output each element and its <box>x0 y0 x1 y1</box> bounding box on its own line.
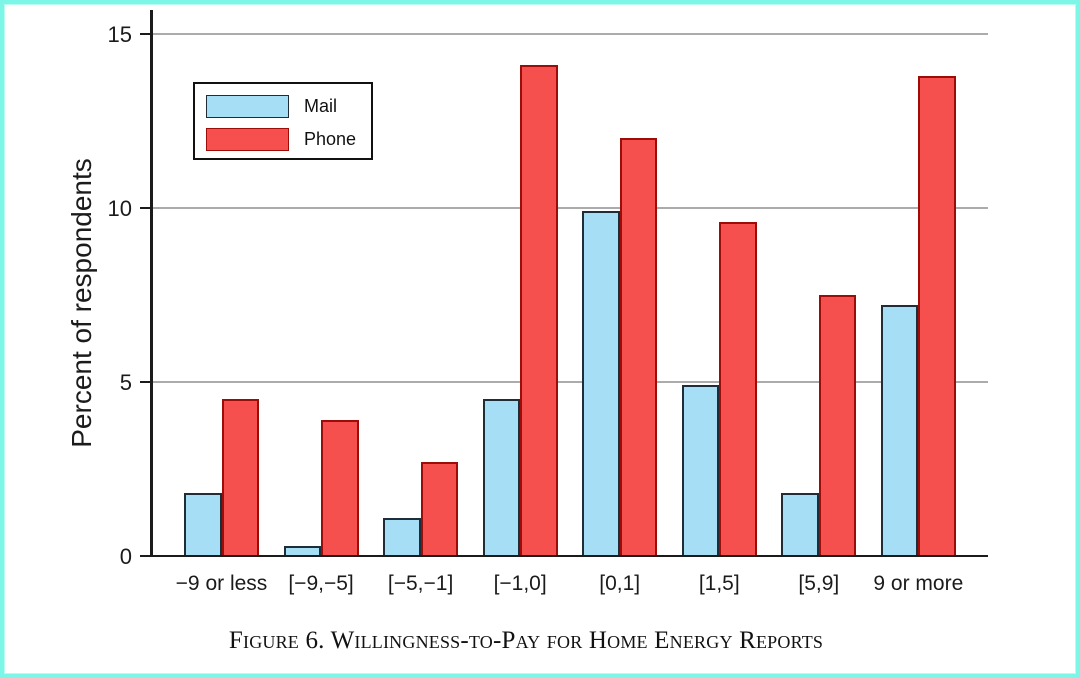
bar-phone-5 <box>719 221 757 556</box>
legend-label-phone: Phone <box>304 129 357 149</box>
legend-item-mail: Mail <box>206 95 364 118</box>
y-axis-title: Percent of respondents <box>66 158 97 448</box>
legend-item-phone: Phone <box>206 128 364 151</box>
legend-swatch-mail <box>206 95 289 118</box>
x-tick-label-1: [−9,−5] <box>288 572 354 595</box>
gridline-15 <box>151 33 988 35</box>
y-tick-15 <box>139 32 151 36</box>
y-tick-5 <box>139 380 151 384</box>
y-tick-label-10: 10 <box>107 196 132 221</box>
x-tick-label-6: [5,9] <box>798 572 840 595</box>
figure-caption: Figure 6. Willingness-to-Pay for Home En… <box>228 627 824 654</box>
y-tick-label-5: 5 <box>119 370 132 395</box>
x-tick-label-0: −9 or less <box>175 572 268 595</box>
bar-mail-3 <box>482 399 521 556</box>
legend: Mail Phone <box>193 82 373 160</box>
x-tick-label-2: [−5,−1] <box>387 572 454 595</box>
y-tick-label-0: 0 <box>119 544 132 569</box>
bar-mail-7 <box>880 305 919 556</box>
bar-mail-1 <box>283 545 322 556</box>
y-tick-10 <box>139 206 151 210</box>
bar-mail-4 <box>582 211 620 556</box>
x-tick-label-5: [1,5] <box>698 572 740 595</box>
bar-phone-0 <box>221 399 259 556</box>
legend-swatch-phone <box>206 128 289 151</box>
bar-phone-1 <box>321 420 359 556</box>
bar-mail-5 <box>681 385 720 556</box>
bar-mail-2 <box>383 517 421 556</box>
y-tick-label-15: 15 <box>107 22 132 47</box>
bar-phone-6 <box>818 295 857 556</box>
bar-phone-2 <box>420 462 459 556</box>
bar-mail-0 <box>184 493 222 556</box>
bar-phone-3 <box>520 65 558 556</box>
x-axis-line <box>150 554 988 558</box>
legend-label-mail: Mail <box>304 96 338 116</box>
bar-phone-4 <box>619 138 658 556</box>
x-tick-label-4: [0,1] <box>599 572 641 595</box>
x-tick-label-3: [−1,0] <box>493 572 547 595</box>
gridline-5 <box>151 381 988 383</box>
y-axis-line <box>150 10 153 558</box>
gridline-10 <box>151 207 988 209</box>
bar-mail-6 <box>781 493 819 556</box>
y-tick-0 <box>139 554 151 558</box>
bar-phone-7 <box>918 75 956 556</box>
x-tick-label-7: 9 or more <box>873 572 964 595</box>
